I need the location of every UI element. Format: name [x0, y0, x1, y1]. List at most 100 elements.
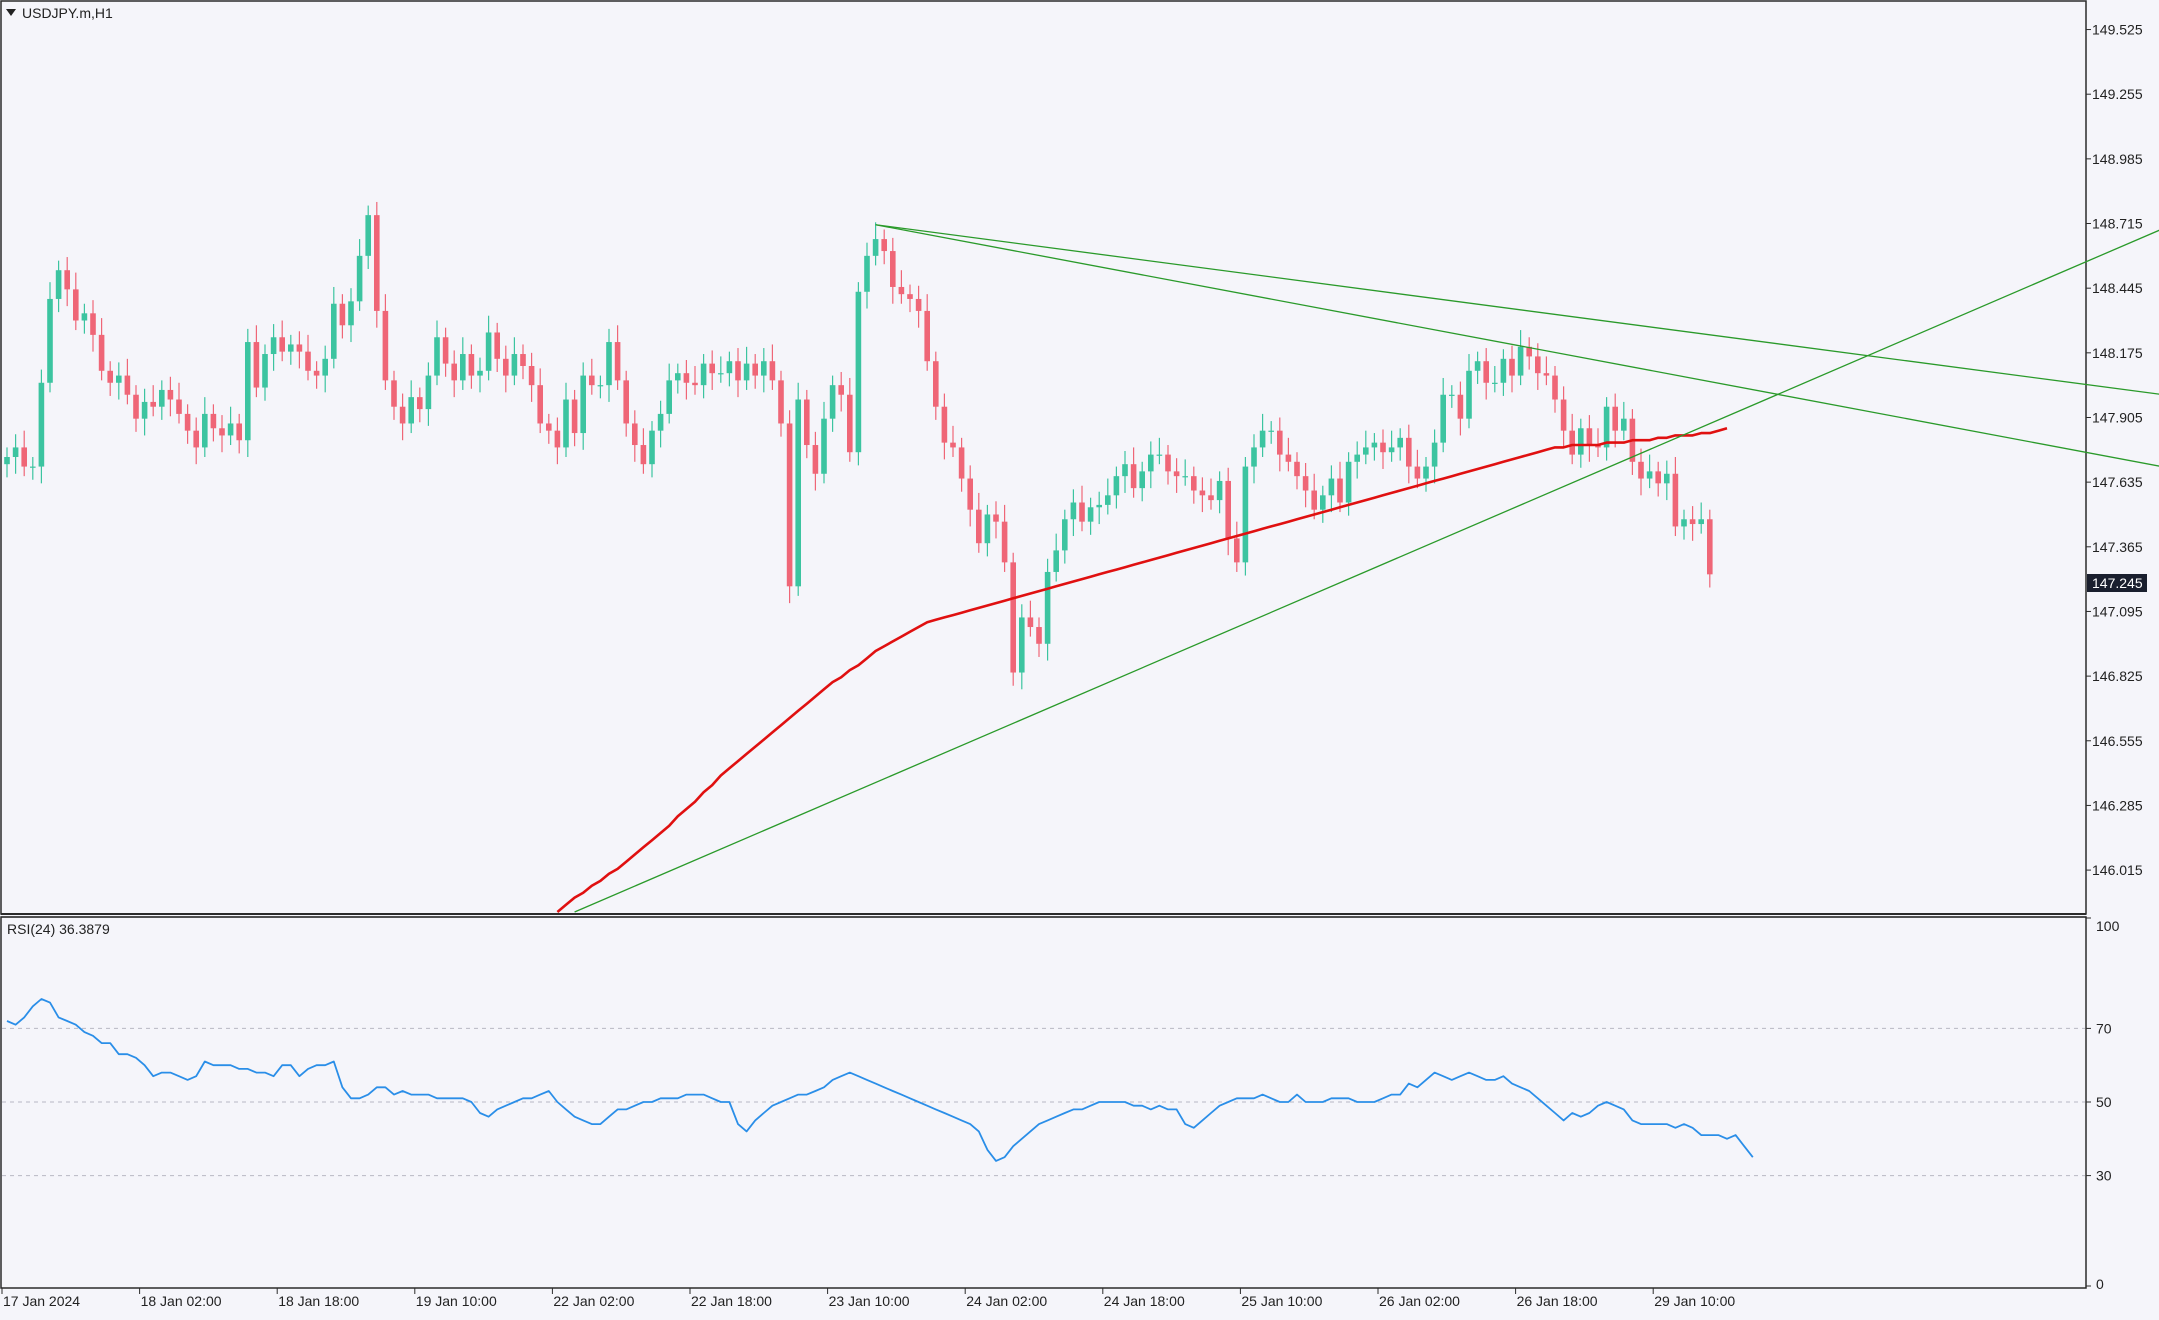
candle-body [821, 418, 827, 474]
candle [528, 352, 535, 402]
candle-body [356, 255, 363, 302]
candle-body [494, 332, 500, 359]
candle-body [141, 401, 148, 419]
candle [193, 417, 199, 465]
candle-body [1302, 476, 1309, 491]
candle-body [1113, 476, 1120, 496]
candle [1466, 354, 1472, 429]
candle-body [1646, 471, 1653, 479]
candle [460, 337, 466, 390]
price-tick-label: 147.905 [2092, 409, 2143, 425]
candle-body [718, 373, 724, 375]
candle [976, 492, 982, 553]
candle-body [1234, 538, 1240, 563]
candle-body [1655, 471, 1661, 484]
candle-body [279, 337, 285, 352]
candle-body [881, 239, 887, 252]
time-tick-label: 19 Jan 10:00 [416, 1293, 497, 1309]
candle-body [477, 370, 483, 376]
candle [1337, 461, 1343, 513]
candle [1560, 386, 1567, 448]
candle [1603, 397, 1610, 461]
candle-body [1449, 394, 1455, 396]
candle-body [614, 342, 621, 381]
candle [855, 282, 862, 466]
candle-body [1268, 430, 1274, 432]
candle-body [417, 397, 423, 410]
symbol-dropdown-icon[interactable] [6, 9, 16, 16]
candle-body [528, 366, 535, 386]
candle-body [709, 363, 715, 374]
candle [270, 324, 277, 371]
candle [348, 288, 354, 343]
candle [1199, 477, 1206, 513]
candle-body [1380, 442, 1386, 453]
candle [150, 385, 156, 417]
candle [1526, 337, 1532, 370]
candle [1483, 348, 1489, 400]
candle [202, 397, 208, 457]
candle-body [167, 389, 174, 400]
candle-body [1001, 521, 1008, 563]
candle-body [425, 375, 432, 410]
candle-body [1474, 361, 1481, 371]
candle [1208, 478, 1214, 510]
candle-body [1466, 370, 1472, 419]
price-tick-label: 147.365 [2092, 539, 2143, 555]
candle [864, 242, 870, 309]
candle-body [1242, 466, 1249, 563]
candle [1681, 509, 1687, 540]
candle [339, 294, 346, 339]
candle [288, 334, 294, 365]
candle-body [1277, 430, 1283, 455]
candle-body [133, 394, 139, 419]
candle-body [1664, 473, 1670, 484]
trendline[interactable] [875, 224, 2159, 474]
time-tick-label: 17 Jan 2024 [3, 1293, 80, 1309]
candle [761, 348, 767, 393]
candle [984, 504, 991, 557]
candle [236, 413, 242, 454]
candle-body [322, 358, 328, 376]
candle [700, 354, 707, 399]
candle [477, 357, 483, 393]
candle-body [55, 270, 62, 299]
candle-body [1070, 502, 1077, 520]
candle [769, 344, 776, 390]
candle [1500, 349, 1507, 396]
candle-body [236, 423, 242, 441]
trendline[interactable] [574, 213, 2159, 913]
candle [253, 325, 260, 398]
candle [1492, 366, 1498, 393]
candle-body [365, 215, 371, 256]
candle-body [554, 430, 561, 448]
candle [1621, 401, 1627, 441]
trendline[interactable] [875, 224, 2159, 400]
candle-body [296, 344, 303, 352]
candle [1165, 445, 1171, 485]
candle [872, 222, 879, 266]
candle-body [1208, 495, 1214, 501]
symbol-label[interactable]: USDJPY.m,H1 [22, 5, 113, 21]
candle [1638, 448, 1644, 496]
candle-body [348, 301, 354, 326]
candle [73, 272, 79, 331]
candle-body [159, 389, 165, 407]
candle [503, 345, 509, 393]
candle-body [1311, 490, 1317, 510]
candle-body [382, 310, 389, 381]
candle-body [1621, 418, 1627, 431]
candle-body [1251, 447, 1257, 467]
candle-body [1345, 461, 1352, 503]
candle-body [227, 423, 234, 436]
candle-body [606, 342, 612, 386]
candle [1646, 454, 1653, 489]
time-tick-label: 29 Jan 10:00 [1654, 1293, 1735, 1309]
candle [1242, 457, 1249, 576]
candle-body [90, 313, 96, 335]
candle-body [1603, 406, 1610, 448]
candle-body [1156, 454, 1163, 456]
candle [1294, 452, 1300, 490]
